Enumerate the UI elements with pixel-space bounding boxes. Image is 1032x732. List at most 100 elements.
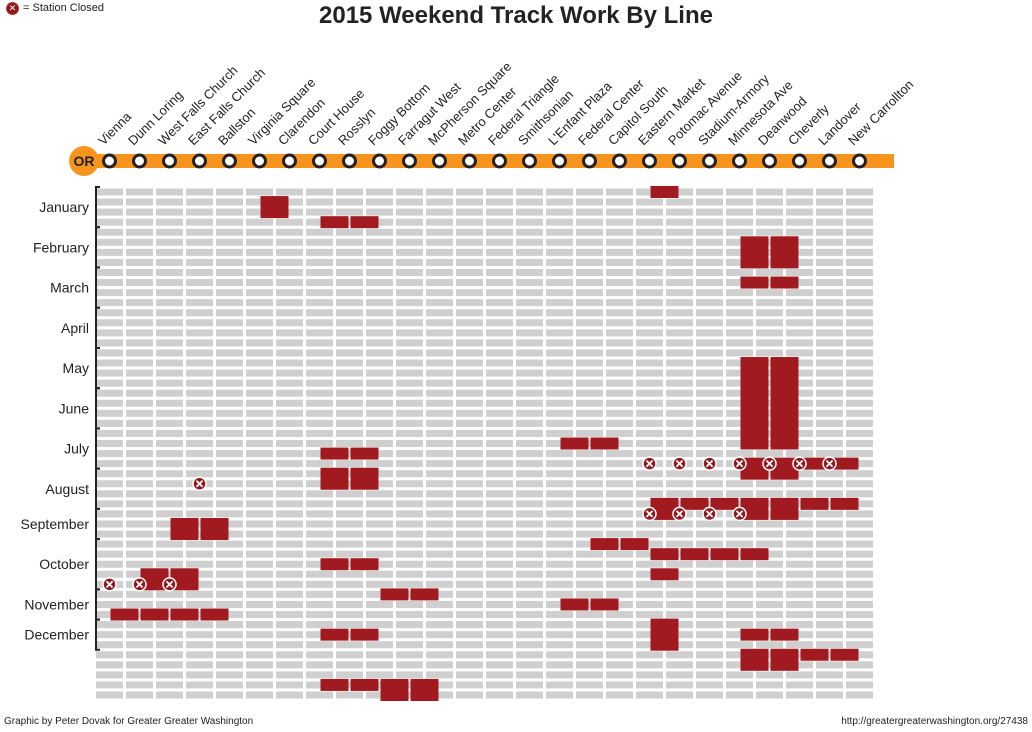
grid-cell (516, 450, 543, 458)
grid-cell (726, 520, 753, 528)
grid-cell (786, 440, 813, 447)
grid-cell (786, 550, 813, 558)
grid-cell (576, 500, 603, 508)
grid-cell (216, 198, 243, 206)
grid-cell (216, 289, 243, 297)
grid-cell (426, 500, 453, 508)
grid-cell (486, 580, 513, 588)
track-work-block (830, 457, 859, 470)
grid-cell (666, 560, 693, 568)
month-label-april: April (61, 320, 89, 336)
grid-cell (696, 208, 723, 216)
grid-cell (96, 399, 123, 407)
grid-cell (756, 490, 783, 498)
grid-cell (606, 279, 633, 287)
grid-cell (606, 460, 633, 468)
grid-cell (276, 319, 303, 327)
grid-cell (726, 580, 753, 588)
grid-cell (546, 631, 573, 639)
grid-cell (336, 691, 363, 699)
grid-cell (726, 530, 753, 538)
grid-cell (846, 279, 873, 287)
grid-cell (306, 339, 333, 347)
grid-cell (816, 661, 843, 669)
grid-cell (156, 319, 183, 327)
grid-cell (336, 228, 363, 236)
grid-cell (456, 409, 483, 417)
grid-cell (576, 198, 603, 206)
closed-x-mark (106, 580, 113, 588)
grid-cell (606, 429, 633, 437)
grid-cell (756, 289, 783, 297)
grid-cell (846, 238, 873, 246)
grid-cell (786, 369, 813, 377)
grid-cell (426, 359, 453, 367)
grid-cell (786, 359, 813, 367)
grid-cell (786, 540, 813, 548)
grid-cell (186, 258, 213, 266)
grid-cell (816, 349, 843, 357)
grid-cell (336, 238, 363, 246)
grid-cell (516, 379, 543, 387)
grid-cell (216, 248, 243, 256)
grid-cell (756, 661, 783, 669)
grid-cell (156, 510, 183, 518)
grid-cell (156, 389, 183, 397)
grid-cell (786, 419, 813, 427)
grid-cell (396, 611, 423, 619)
grid-cell (246, 560, 273, 568)
grid-cell (696, 440, 723, 447)
grid-cell (126, 218, 153, 226)
grid-cell (666, 600, 693, 608)
grid-cell (396, 279, 423, 287)
grid-cell (516, 359, 543, 367)
grid-cell (216, 238, 243, 246)
line-badge (69, 146, 99, 176)
grid-cell (786, 188, 813, 196)
grid-cell (276, 691, 303, 699)
grid-cell (216, 641, 243, 649)
grid-cell (696, 580, 723, 588)
grid-cell (786, 450, 813, 458)
grid-cell (546, 258, 573, 266)
grid-cell (426, 440, 453, 447)
grid-cell (786, 399, 813, 407)
grid-cell (246, 389, 273, 397)
grid-cell (336, 500, 363, 508)
grid-cell (306, 550, 333, 558)
grid-cell (576, 520, 603, 528)
grid-cell (306, 560, 333, 568)
grid-cell (396, 600, 423, 608)
grid-cell (726, 319, 753, 327)
grid-cell (666, 279, 693, 287)
grid-cell (396, 369, 423, 377)
grid-cell (276, 671, 303, 679)
grid-cell (96, 440, 123, 447)
grid-cell (786, 319, 813, 327)
grid-cell (306, 681, 333, 689)
grid-cell (366, 580, 393, 588)
grid-cell (336, 510, 363, 518)
grid-cell (276, 440, 303, 447)
grid-cell (846, 409, 873, 417)
grid-cell (426, 419, 453, 427)
grid-cell (186, 228, 213, 236)
grid-cell (126, 268, 153, 276)
grid-cell (816, 470, 843, 478)
grid-cell (156, 339, 183, 347)
grid-cell (846, 218, 873, 226)
grid-cell (606, 389, 633, 397)
grid-cell (186, 631, 213, 639)
grid-cell (276, 429, 303, 437)
grid-cell (786, 228, 813, 236)
grid-cell (426, 379, 453, 387)
grid-cell (246, 580, 273, 588)
grid-cell (726, 188, 753, 196)
grid-cell (816, 268, 843, 276)
grid-cell (726, 369, 753, 377)
track-work-block (740, 628, 769, 641)
grid-cell (306, 600, 333, 608)
grid-cell (456, 611, 483, 619)
grid-cell (126, 671, 153, 679)
grid-cell (486, 299, 513, 307)
